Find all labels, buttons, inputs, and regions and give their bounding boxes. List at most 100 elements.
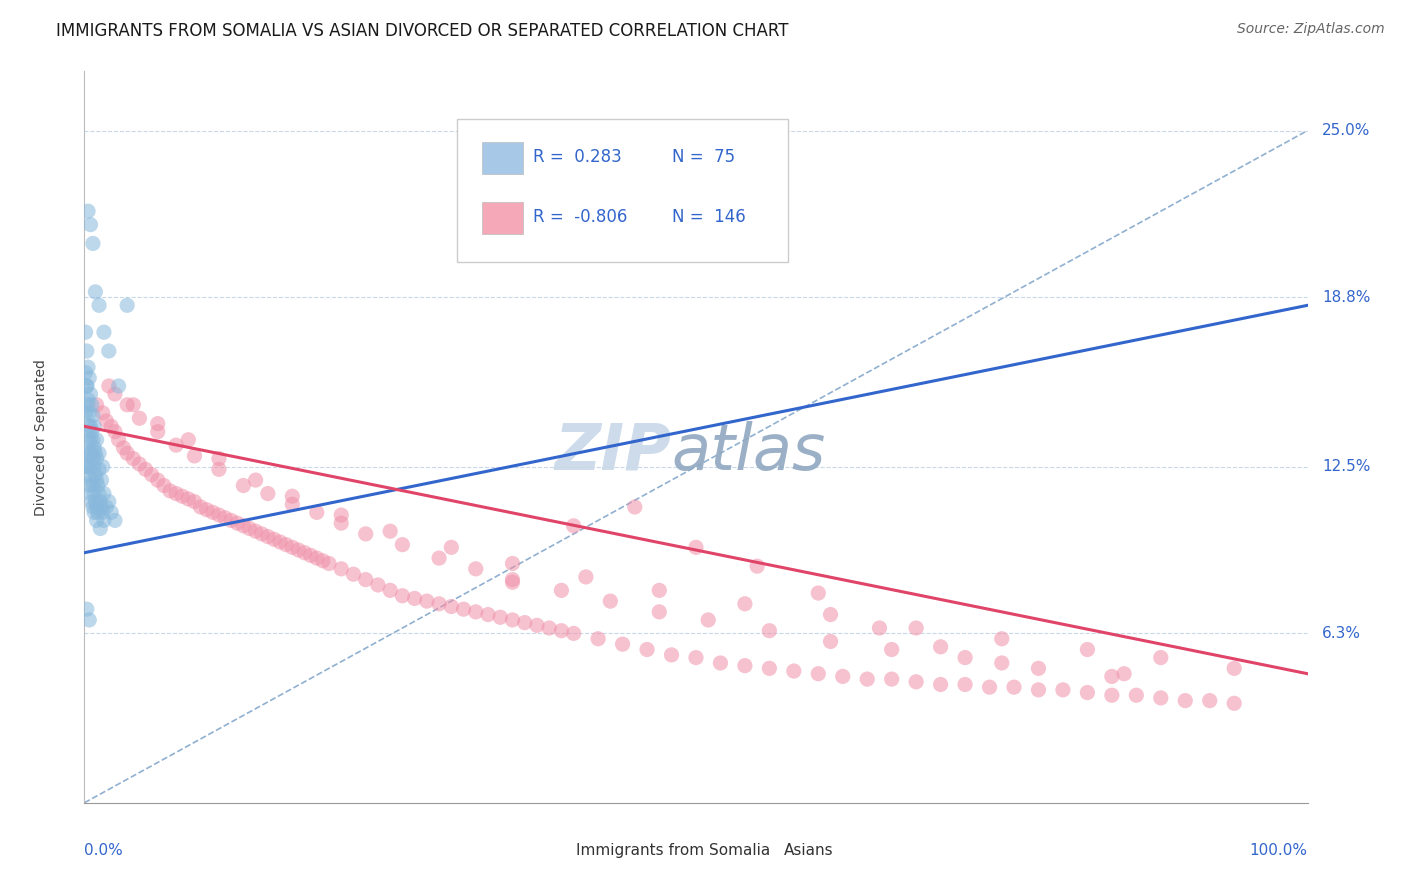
Point: [287, 543, 309, 558]
Point: [624, 500, 647, 514]
Point: [929, 640, 952, 654]
Point: [90, 473, 112, 487]
Text: 100.0%: 100.0%: [1250, 843, 1308, 858]
Point: [1028, 661, 1050, 675]
Point: [299, 549, 322, 563]
Point: [1101, 669, 1123, 683]
Point: [538, 621, 561, 635]
Point: [562, 626, 585, 640]
Point: [146, 473, 169, 487]
Point: [226, 516, 249, 530]
Point: [734, 658, 756, 673]
Point: [77, 204, 100, 219]
Point: [214, 510, 236, 524]
Point: [305, 505, 328, 519]
Point: [1052, 682, 1074, 697]
Point: [905, 674, 928, 689]
Point: [1002, 680, 1025, 694]
Point: [82, 236, 104, 251]
Point: [83, 505, 105, 519]
Point: [367, 578, 389, 592]
Point: [77, 433, 100, 447]
Point: [76, 379, 98, 393]
Point: [122, 398, 145, 412]
Point: [208, 451, 231, 466]
Point: [281, 489, 304, 503]
Point: [104, 387, 127, 401]
Point: [245, 524, 267, 539]
Point: [146, 425, 169, 439]
Point: [831, 669, 853, 683]
Point: [709, 656, 731, 670]
Point: [122, 451, 145, 466]
Point: [79, 387, 101, 401]
Point: [190, 500, 212, 514]
Point: [172, 489, 194, 503]
Point: [599, 594, 621, 608]
Point: [82, 451, 104, 466]
Point: [165, 486, 187, 500]
Point: [953, 650, 976, 665]
Point: [477, 607, 499, 622]
Text: Immigrants from Somalia: Immigrants from Somalia: [576, 843, 770, 858]
FancyBboxPatch shape: [482, 202, 523, 235]
Point: [312, 554, 335, 568]
Point: [87, 478, 110, 492]
Point: [79, 218, 101, 232]
Point: [86, 433, 108, 447]
Point: [107, 433, 129, 447]
Point: [502, 557, 524, 571]
Point: [77, 446, 100, 460]
Point: [82, 409, 104, 423]
Point: [440, 599, 463, 614]
Point: [1028, 682, 1050, 697]
Point: [869, 621, 891, 635]
Point: [330, 516, 353, 530]
Point: [75, 446, 97, 460]
Text: 6.3%: 6.3%: [1322, 626, 1361, 640]
Point: [575, 570, 598, 584]
Point: [195, 502, 218, 516]
Point: [93, 513, 115, 527]
Point: [80, 473, 103, 487]
Point: [93, 486, 115, 500]
Point: [427, 597, 450, 611]
Point: [648, 605, 671, 619]
Point: [87, 505, 110, 519]
Point: [76, 602, 98, 616]
Point: [97, 344, 120, 359]
Point: [562, 518, 585, 533]
Point: [250, 527, 273, 541]
Point: [1076, 642, 1098, 657]
Point: [453, 602, 475, 616]
Point: [208, 462, 231, 476]
Point: [97, 379, 120, 393]
Point: [115, 298, 138, 312]
Point: [201, 505, 224, 519]
Point: [238, 521, 260, 535]
Point: [991, 656, 1014, 670]
Point: [97, 494, 120, 508]
Point: [115, 398, 138, 412]
Point: [80, 494, 103, 508]
Point: [636, 642, 658, 657]
Point: [84, 467, 107, 482]
Point: [330, 562, 353, 576]
Point: [464, 562, 486, 576]
Point: [86, 500, 108, 514]
Point: [820, 634, 842, 648]
Point: [464, 605, 486, 619]
Point: [83, 419, 105, 434]
Text: N =  146: N = 146: [672, 208, 745, 226]
Point: [83, 486, 105, 500]
Point: [115, 446, 138, 460]
Point: [153, 478, 176, 492]
Text: Divorced or Separated: Divorced or Separated: [34, 359, 48, 516]
Point: [87, 298, 110, 312]
Point: [354, 527, 377, 541]
Point: [82, 478, 104, 492]
Point: [305, 551, 328, 566]
Point: [807, 586, 830, 600]
Point: [75, 406, 97, 420]
Point: [80, 446, 103, 460]
